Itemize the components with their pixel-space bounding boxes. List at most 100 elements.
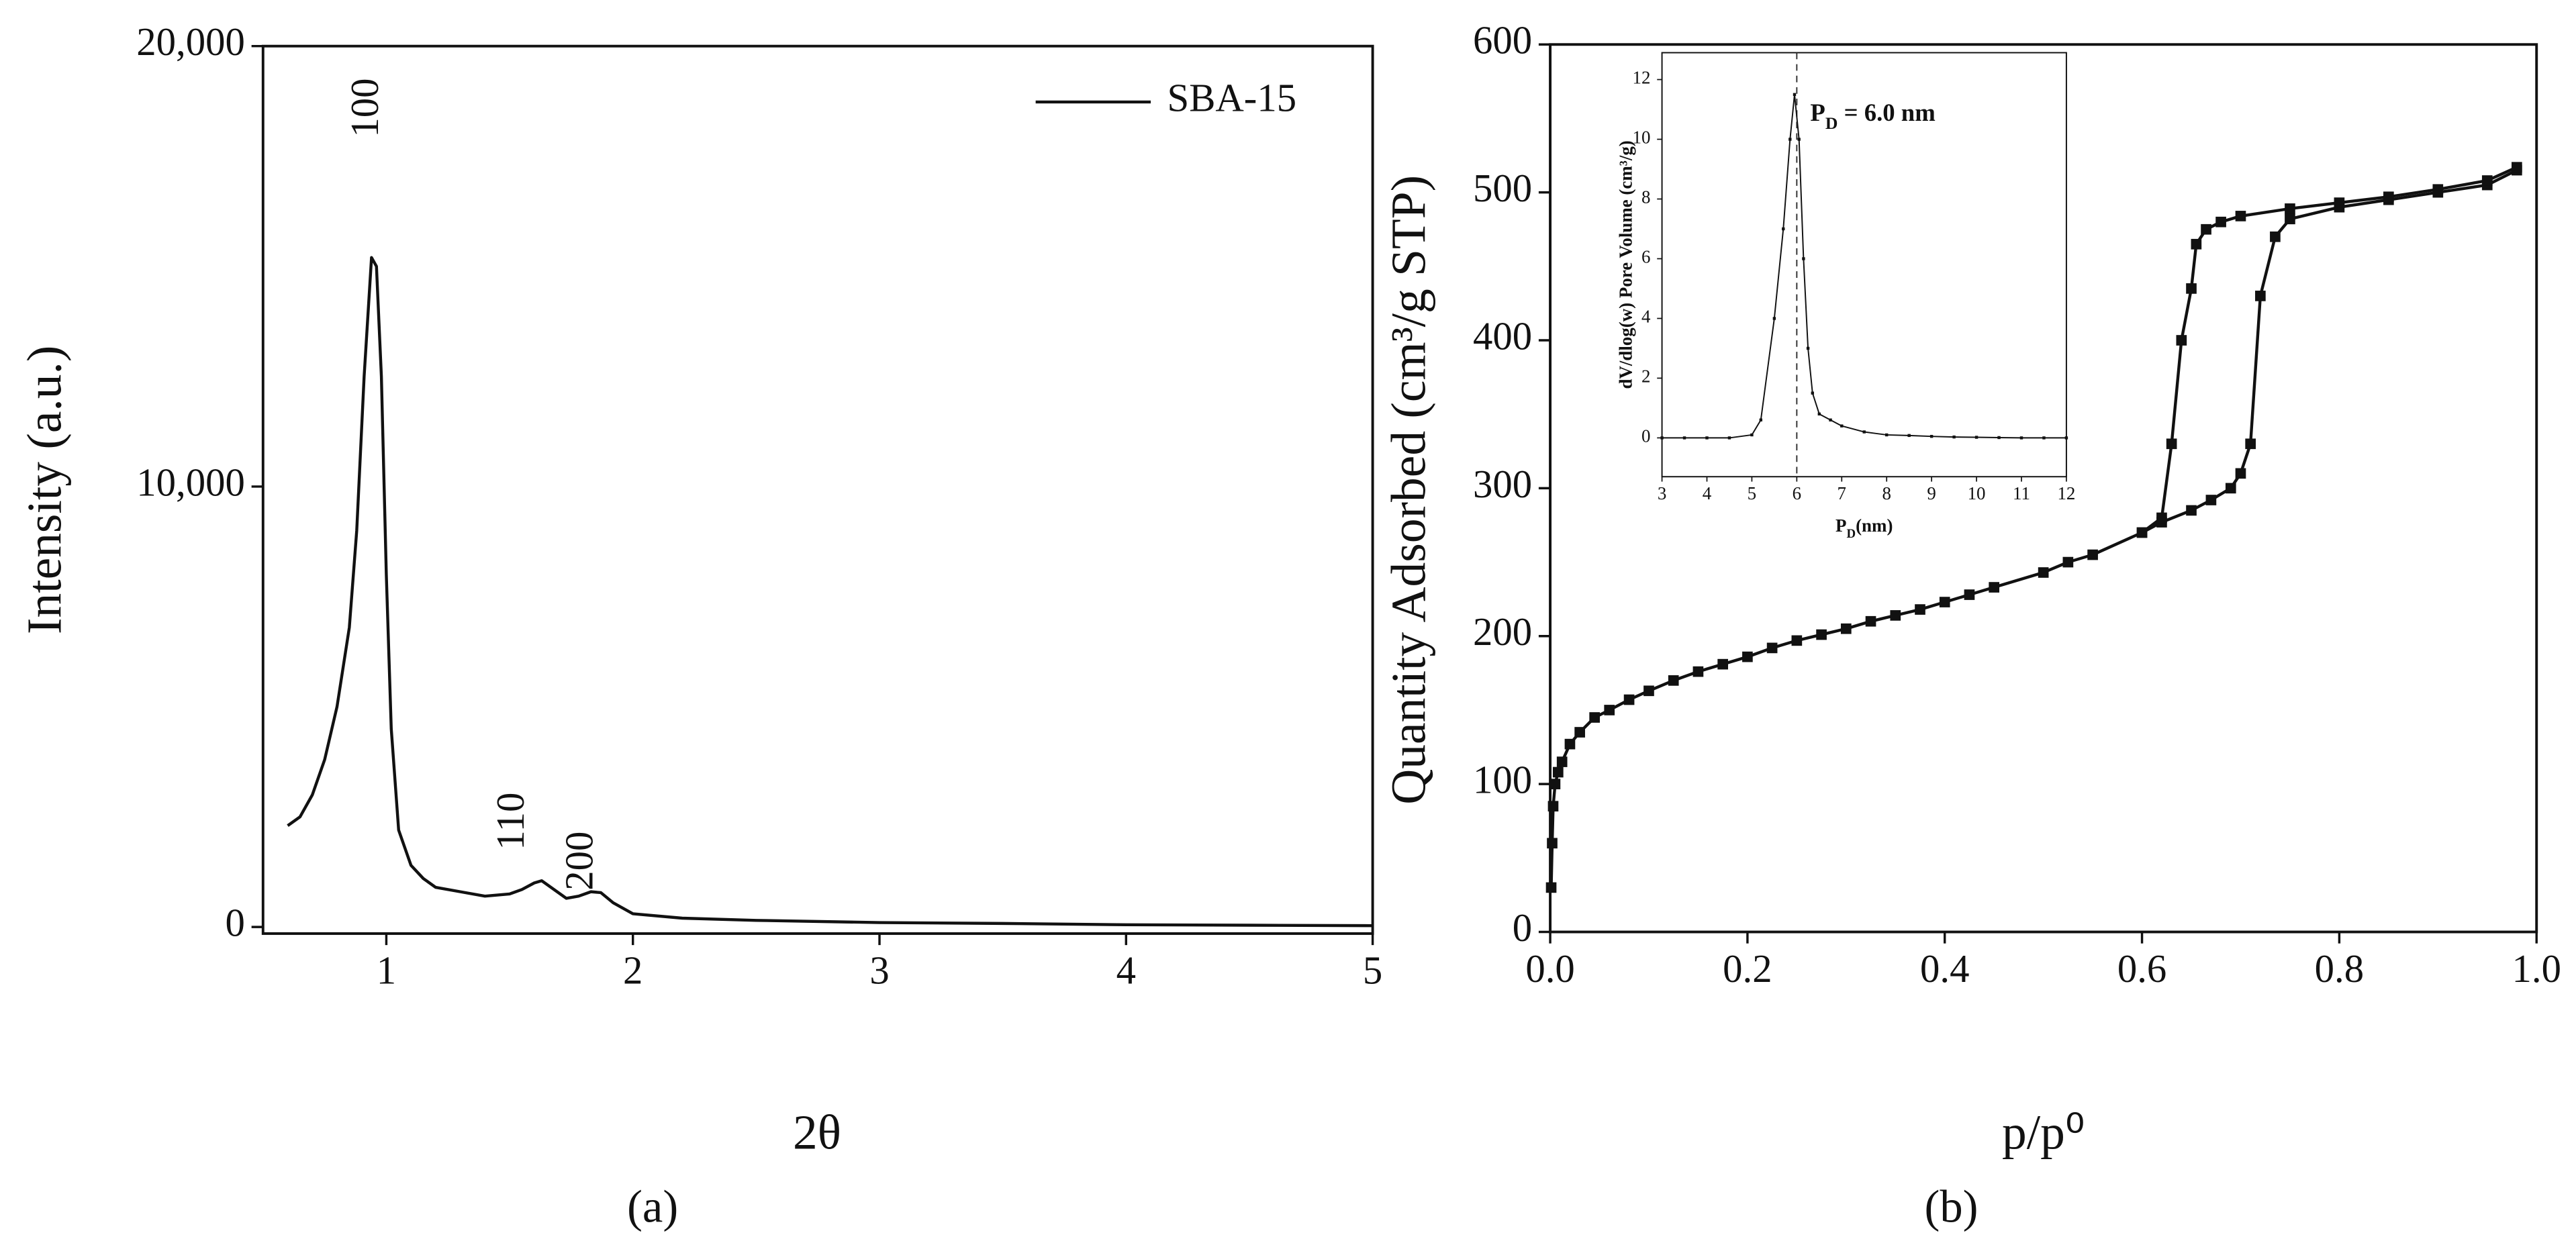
data-point bbox=[2136, 527, 2148, 538]
y-tick-label: 600 bbox=[1473, 19, 1532, 62]
data-point bbox=[2512, 162, 2522, 173]
x-axis-label-part: D bbox=[1846, 527, 1856, 541]
y-tick-label: 500 bbox=[1473, 166, 1532, 210]
x-tick-label: 3 bbox=[1658, 483, 1666, 503]
data-point bbox=[1791, 635, 1803, 646]
x-tick-label: 0.6 bbox=[2117, 947, 2166, 991]
x-tick-label: 3 bbox=[869, 949, 889, 993]
data-point bbox=[1668, 675, 1679, 686]
x-axis-label: 2θ bbox=[793, 1105, 841, 1159]
x-tick-label: 1.0 bbox=[2512, 947, 2561, 991]
data-point bbox=[2205, 495, 2217, 505]
annotation: 110 bbox=[489, 793, 532, 850]
data-point bbox=[2432, 184, 2444, 195]
data-point bbox=[2285, 203, 2295, 214]
y-tick-label: 0 bbox=[1641, 426, 1650, 446]
data-point bbox=[2166, 438, 2177, 450]
x-axis-label: p/p⁰ bbox=[2002, 1105, 2085, 1159]
y-tick-label: 0 bbox=[1513, 906, 1532, 950]
plot-frame bbox=[261, 44, 1374, 935]
data-point bbox=[2156, 512, 2167, 524]
y-tick-label: 10,000 bbox=[136, 460, 245, 504]
data-point bbox=[1997, 436, 2001, 440]
data-point bbox=[1829, 418, 1832, 421]
y-tick-label: 2 bbox=[1641, 366, 1650, 387]
data-point bbox=[2087, 549, 2098, 560]
data-point bbox=[1964, 589, 1975, 600]
x-tick-label: 10 bbox=[1968, 483, 1986, 503]
data-point bbox=[1547, 838, 1558, 849]
x-tick-label: 0.2 bbox=[1723, 947, 1772, 991]
y-axis-label: Quantity Adsorbed (cm³/g STP) bbox=[1382, 175, 1436, 805]
data-point bbox=[1811, 391, 1814, 395]
y-tick-label: 12 bbox=[1633, 68, 1651, 88]
data-point bbox=[1840, 623, 1852, 634]
y-axis-label: Intensity (a.u.) bbox=[17, 346, 71, 634]
y-tick-label: 100 bbox=[1473, 758, 1532, 802]
data-point bbox=[2064, 436, 2068, 440]
x-tick-label: 12 bbox=[2057, 483, 2075, 503]
data-point bbox=[1915, 604, 1925, 615]
data-point bbox=[1840, 424, 1844, 428]
data-point bbox=[2019, 436, 2023, 440]
x-tick-label: 0.8 bbox=[2315, 947, 2364, 991]
x-tick-label: 2 bbox=[623, 949, 642, 993]
data-point bbox=[1989, 582, 2000, 593]
panel-caption: (b) bbox=[1925, 1181, 1978, 1232]
annotation-part: P bbox=[1810, 99, 1825, 126]
data-point bbox=[1797, 138, 1801, 141]
legend-label: SBA-15 bbox=[1167, 76, 1297, 119]
data-point bbox=[1717, 658, 1728, 670]
x-tick-label: 5 bbox=[1748, 483, 1756, 503]
data-point bbox=[2186, 283, 2197, 294]
data-point bbox=[1974, 436, 1978, 439]
data-point bbox=[1759, 418, 1763, 421]
x-tick-label: 4 bbox=[1116, 949, 1136, 993]
annotation: PD = 6.0 nm bbox=[1810, 99, 1935, 133]
data-point bbox=[1692, 666, 1704, 677]
data-point bbox=[1806, 346, 1810, 350]
y-tick-label: 4 bbox=[1641, 307, 1651, 327]
annotation: 200 bbox=[558, 832, 602, 891]
x-tick-label: 0.4 bbox=[1920, 947, 1969, 991]
x-tick-label: 8 bbox=[1882, 483, 1891, 503]
y-axis-label: dV/dlog(w) Pore Volume (cm³/g) bbox=[1615, 140, 1635, 389]
data-point bbox=[2285, 213, 2295, 225]
x-tick-label: 4 bbox=[1703, 483, 1712, 503]
data-point bbox=[1574, 727, 1585, 738]
data-point bbox=[1660, 436, 1664, 440]
data-point bbox=[1549, 779, 1561, 789]
data-point bbox=[1782, 227, 1785, 231]
data-point bbox=[1890, 610, 1901, 621]
data-point bbox=[1547, 801, 1559, 812]
data-point bbox=[1952, 435, 1956, 439]
data-point bbox=[1742, 651, 1753, 662]
y-tick-label: 0 bbox=[225, 901, 244, 945]
data-point bbox=[2245, 438, 2256, 450]
plot-frame bbox=[1661, 52, 2067, 478]
annotation-part: D bbox=[1825, 113, 1838, 133]
data-point bbox=[1793, 93, 1797, 96]
data-point bbox=[2201, 224, 2211, 235]
x-tick-label: 0.0 bbox=[1525, 947, 1574, 991]
x-axis-label-part: (nm) bbox=[1856, 515, 1893, 536]
data-point bbox=[2270, 231, 2281, 242]
y-tick-label: 20,000 bbox=[136, 20, 245, 64]
data-point bbox=[1545, 882, 1557, 893]
data-point bbox=[2038, 567, 2049, 578]
data-point bbox=[1939, 597, 1950, 607]
data-point bbox=[2191, 238, 2202, 250]
data-point bbox=[2225, 483, 2236, 494]
data-point bbox=[1929, 434, 1934, 438]
data-line bbox=[287, 256, 1373, 928]
x-tick-label: 5 bbox=[1363, 949, 1382, 993]
data-point bbox=[1564, 738, 1576, 750]
data-point bbox=[1552, 766, 1564, 778]
data-line bbox=[2141, 166, 2518, 534]
data-point bbox=[1556, 756, 1568, 767]
data-point bbox=[1816, 629, 1827, 640]
data-point bbox=[1772, 317, 1776, 320]
